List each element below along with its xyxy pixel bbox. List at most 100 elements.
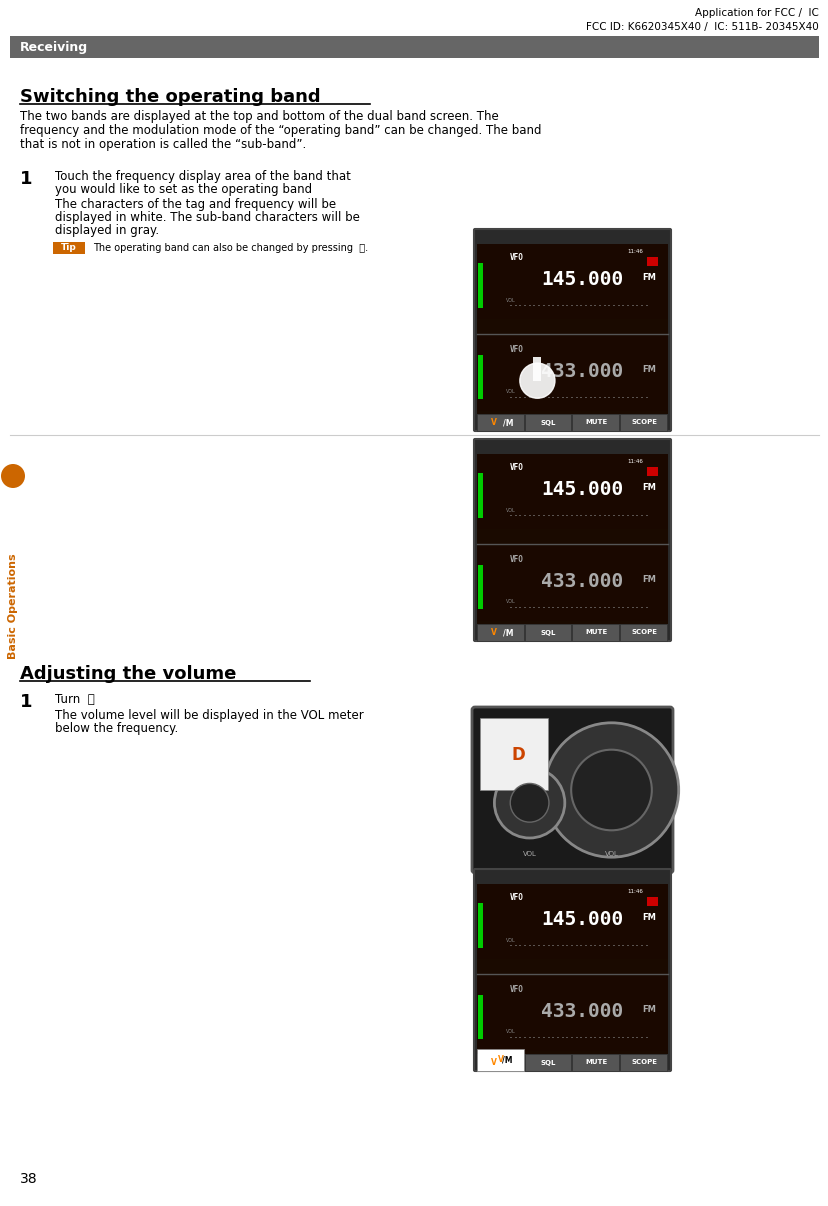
Text: D: D	[510, 745, 524, 763]
Text: The operating band can also be changed by pressing  Ⓣ.: The operating band can also be changed b…	[93, 242, 368, 253]
Circle shape	[544, 722, 678, 857]
Bar	[646, 257, 657, 267]
Text: Application for FCC /  IC: Application for FCC / IC	[695, 8, 818, 18]
Bar	[572, 624, 619, 642]
Text: that is not in operation is called the “sub-band”.: that is not in operation is called the “…	[20, 137, 306, 151]
Text: FM: FM	[642, 365, 656, 374]
Text: /M: /M	[502, 628, 513, 637]
Text: FM: FM	[642, 274, 656, 282]
Bar	[619, 1054, 667, 1071]
Bar	[53, 242, 85, 254]
Text: VOL: VOL	[506, 599, 515, 604]
Text: VFO: VFO	[509, 892, 523, 902]
Text: 145.000: 145.000	[541, 270, 623, 289]
Text: MUTE: MUTE	[585, 630, 607, 636]
Text: FM: FM	[642, 575, 656, 584]
Circle shape	[1, 464, 25, 488]
Bar	[524, 414, 570, 431]
Circle shape	[519, 363, 554, 398]
Text: FM: FM	[642, 913, 656, 923]
Text: VOL: VOL	[506, 508, 515, 513]
Bar	[619, 414, 667, 431]
Text: /M: /M	[502, 1058, 513, 1067]
Text: The two bands are displayed at the top and bottom of the dual band screen. The: The two bands are displayed at the top a…	[20, 110, 498, 123]
Circle shape	[570, 750, 651, 830]
Text: Adjusting the volume: Adjusting the volume	[20, 665, 236, 683]
FancyBboxPatch shape	[474, 439, 670, 642]
Circle shape	[509, 784, 548, 822]
Bar	[476, 624, 523, 642]
Text: Tip: Tip	[61, 244, 77, 252]
Text: V: V	[490, 1058, 496, 1067]
Text: Turn  Ⓣ: Turn Ⓣ	[55, 693, 94, 706]
Text: V: V	[490, 418, 496, 427]
Text: Switching the operating band: Switching the operating band	[20, 88, 320, 106]
Text: The volume level will be displayed in the VOL meter: The volume level will be displayed in th…	[55, 709, 363, 722]
Bar	[476, 884, 667, 1054]
Text: VOL: VOL	[506, 298, 515, 303]
Text: below the frequency.: below the frequency.	[55, 722, 178, 734]
Circle shape	[493, 767, 564, 838]
Bar	[476, 976, 667, 1050]
Text: VOL: VOL	[604, 851, 618, 857]
Bar	[476, 1049, 523, 1071]
Bar	[572, 1054, 619, 1071]
Text: /M: /M	[501, 1055, 512, 1065]
Text: 433.000: 433.000	[541, 362, 623, 381]
Text: 11:46: 11:46	[626, 459, 643, 464]
Text: SCOPE: SCOPE	[630, 420, 657, 426]
Bar	[476, 414, 523, 431]
Bar	[476, 453, 667, 528]
Text: SCOPE: SCOPE	[630, 1060, 657, 1065]
Text: VFO: VFO	[509, 345, 523, 353]
Bar	[524, 624, 570, 642]
FancyBboxPatch shape	[474, 870, 670, 1071]
Bar	[10, 36, 818, 58]
Text: /M: /M	[502, 418, 513, 427]
Bar	[478, 995, 483, 1040]
Text: MUTE: MUTE	[585, 420, 607, 426]
Text: 145.000: 145.000	[541, 911, 623, 930]
Text: FM: FM	[642, 484, 656, 492]
Text: VOL: VOL	[506, 937, 515, 943]
Text: frequency and the modulation mode of the “operating band” can be changed. The ba: frequency and the modulation mode of the…	[20, 124, 541, 137]
Text: The characters of the tag and frequency will be: The characters of the tag and frequency …	[55, 198, 335, 211]
Bar	[476, 884, 667, 959]
Bar	[476, 1054, 523, 1071]
Text: MUTE: MUTE	[585, 1060, 607, 1065]
Bar	[476, 453, 667, 624]
Bar	[478, 473, 483, 517]
Text: VFO: VFO	[509, 985, 523, 994]
FancyBboxPatch shape	[471, 707, 672, 873]
Text: VOL: VOL	[522, 851, 536, 857]
Text: you would like to set as the operating band: you would like to set as the operating b…	[55, 183, 312, 197]
Text: SQL: SQL	[541, 630, 556, 636]
Bar	[476, 244, 667, 414]
Text: FCC ID: K6620345X40 /  IC: 511B- 20345X40: FCC ID: K6620345X40 / IC: 511B- 20345X40	[585, 22, 818, 33]
Text: VFO: VFO	[509, 463, 523, 472]
Text: 1: 1	[20, 170, 32, 188]
Bar	[524, 1054, 570, 1071]
Bar	[478, 355, 483, 399]
Bar	[476, 244, 667, 318]
Bar	[619, 624, 667, 642]
Text: VFO: VFO	[509, 253, 523, 262]
Bar	[478, 564, 483, 609]
Bar	[646, 468, 657, 476]
Text: 145.000: 145.000	[541, 480, 623, 499]
Bar	[476, 546, 667, 621]
Bar	[533, 357, 541, 381]
Text: VFO: VFO	[509, 555, 523, 563]
Text: SQL: SQL	[541, 420, 556, 426]
Text: 433.000: 433.000	[541, 1002, 623, 1021]
Text: 11:46: 11:46	[626, 889, 643, 894]
Text: 1: 1	[20, 693, 32, 712]
Text: 38: 38	[20, 1172, 37, 1185]
Text: V: V	[498, 1055, 503, 1065]
Text: SCOPE: SCOPE	[630, 630, 657, 636]
Text: displayed in gray.: displayed in gray.	[55, 224, 159, 238]
Text: VOL: VOL	[506, 1030, 515, 1035]
Text: VOL: VOL	[506, 390, 515, 394]
Text: Touch the frequency display area of the band that: Touch the frequency display area of the …	[55, 170, 350, 183]
Text: 11:46: 11:46	[626, 248, 643, 254]
